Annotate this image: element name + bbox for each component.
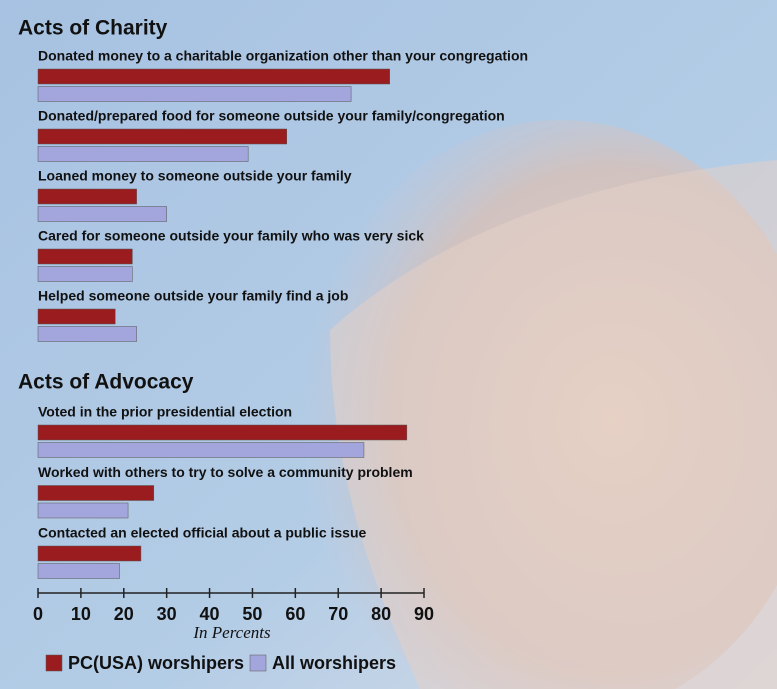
bar [37,146,249,162]
category-label: Donated/prepared food for someone outsid… [38,108,505,124]
x-tick-label: 20 [114,604,134,624]
bar [37,188,137,205]
category-label: Loaned money to someone outside your fam… [38,168,352,184]
category-label: Helped someone outside your family find … [38,288,348,304]
category-label: Worked with others to try to solve a com… [38,464,413,480]
bar [37,563,120,579]
x-tick-label: 60 [285,604,305,624]
bar [37,86,352,102]
bar [37,326,137,342]
x-tick-label: 40 [200,604,220,624]
bar [37,424,408,441]
category-label: Donated money to a charitable organizati… [38,48,528,64]
x-tick-label: 0 [33,604,43,624]
bar [37,266,133,282]
x-axis-label: In Percents [192,623,271,642]
x-tick-label: 90 [414,604,434,624]
x-tick-label: 30 [157,604,177,624]
bar [37,68,390,85]
section-title: Acts of Charity [18,17,168,40]
legend-label: PC(USA) worshipers [68,653,244,673]
bar [37,485,155,501]
legend-swatch [45,654,63,672]
category-label: Cared for someone outside your family wh… [38,228,424,244]
bar [37,248,133,265]
x-tick-label: 50 [242,604,262,624]
bar [37,502,129,519]
legend-label: All worshipers [272,653,396,673]
legend-swatch [249,654,267,672]
x-tick-label: 10 [71,604,91,624]
bar [37,308,116,325]
bar [37,545,142,562]
bar [37,442,365,458]
bar [37,128,288,145]
hands-image [330,160,777,689]
section-title: Acts of Advocacy [18,371,194,394]
bar [37,206,167,222]
category-label: Contacted an elected official about a pu… [38,525,367,541]
category-label: Voted in the prior presidential election [38,404,292,420]
x-tick-label: 70 [328,604,348,624]
x-tick-label: 80 [371,604,391,624]
